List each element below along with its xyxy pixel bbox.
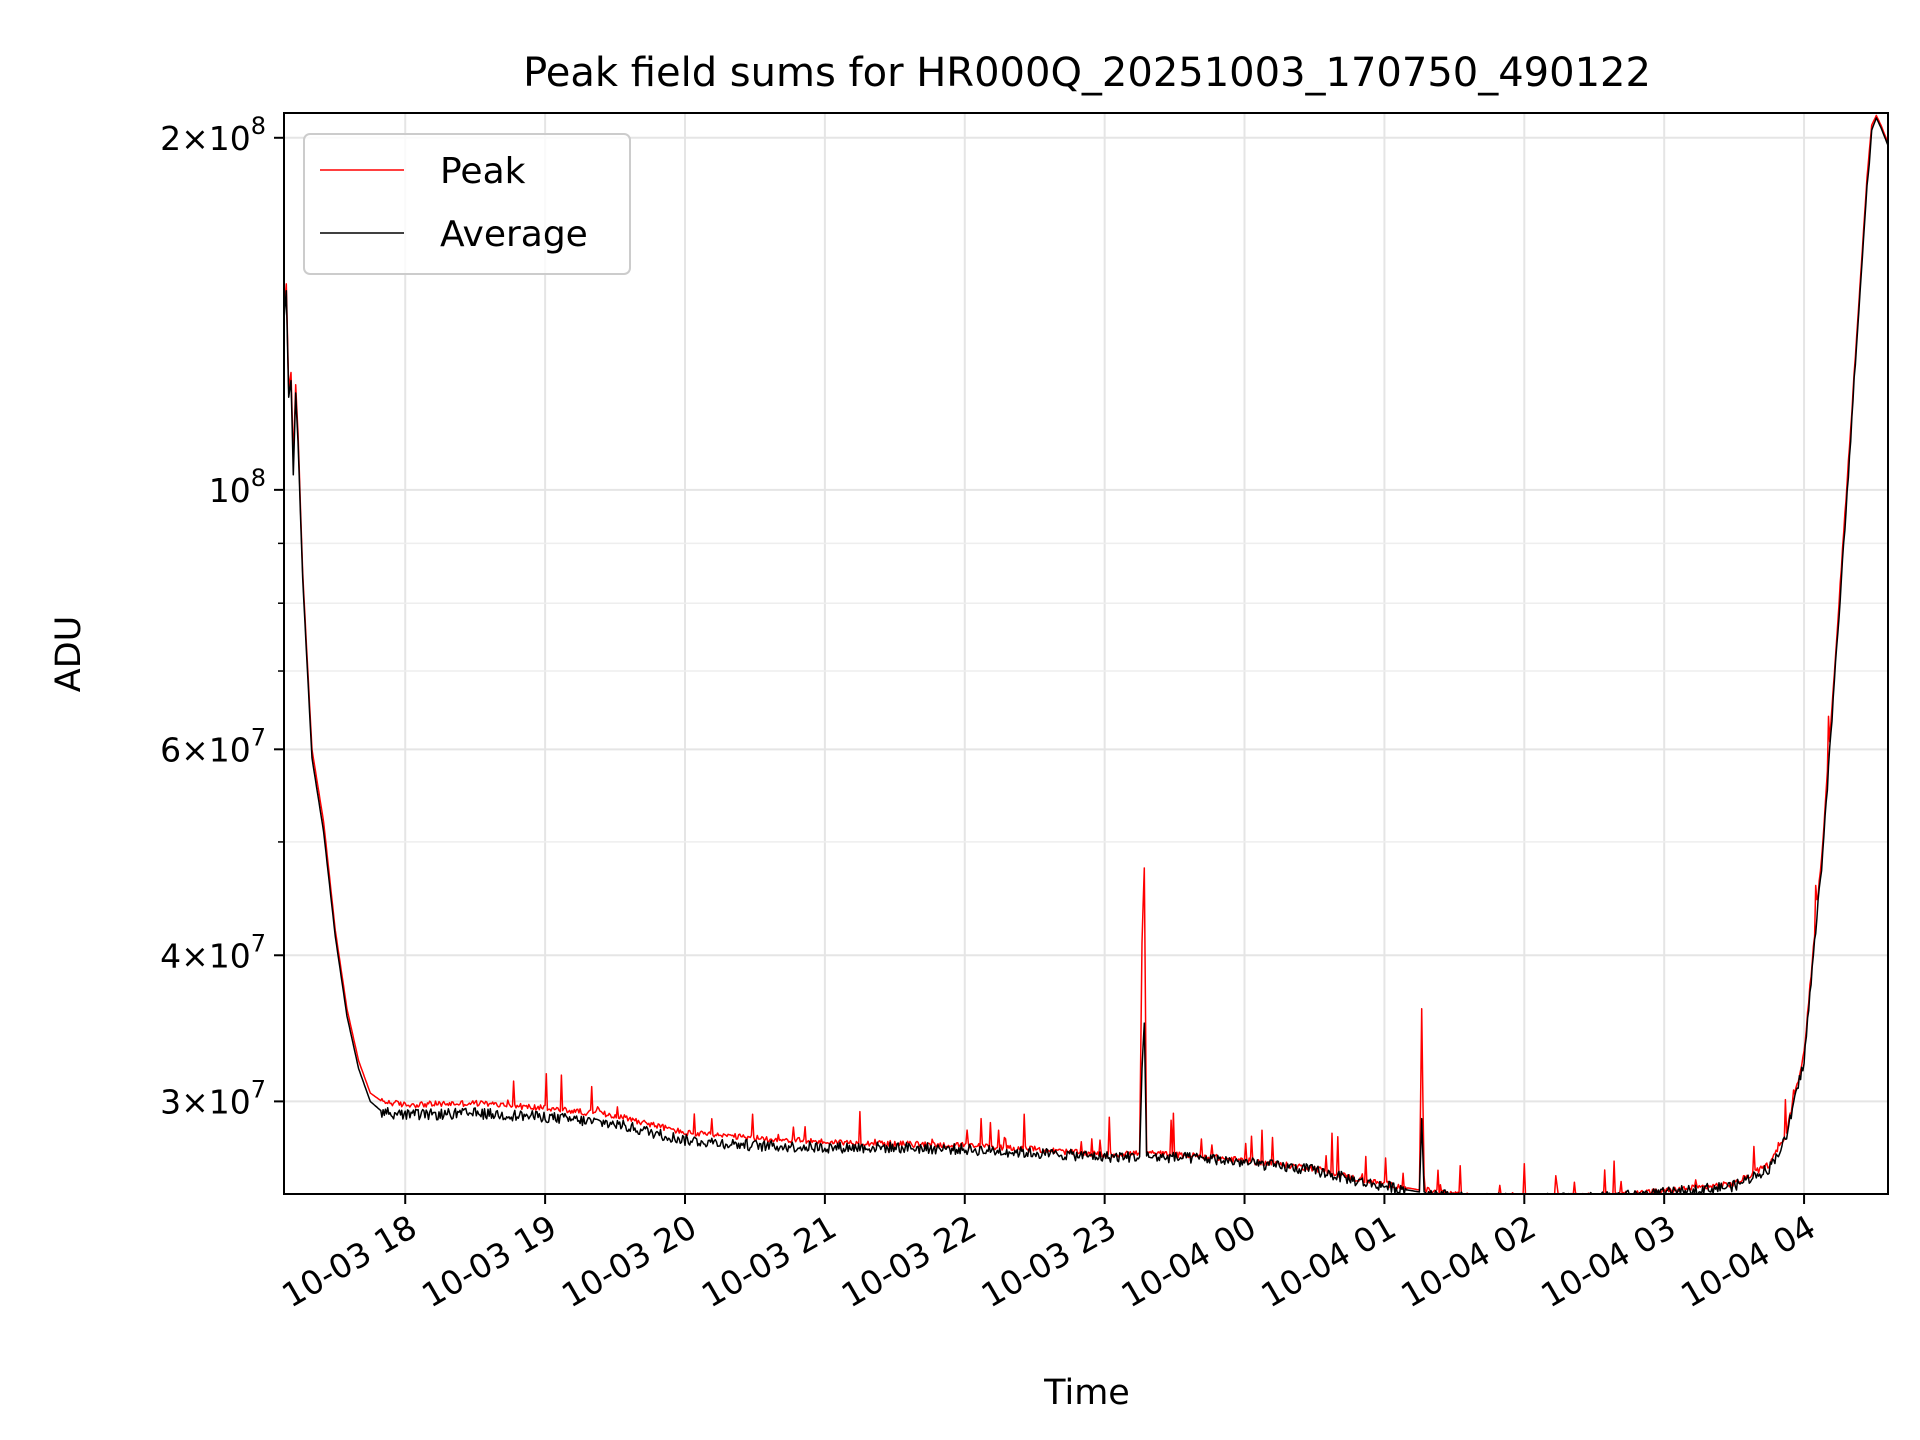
- y-tick-mantissa: 3: [160, 1082, 181, 1121]
- y-tick-base: 10: [209, 471, 251, 510]
- legend-box: [303, 133, 631, 275]
- y-tick-base: 10: [209, 730, 251, 769]
- y-tick-times: ×: [181, 730, 209, 769]
- x-axis-label: Time: [1043, 1373, 1130, 1413]
- y-axis-label: ADU: [49, 616, 89, 693]
- y-tick-label: 108: [209, 464, 266, 510]
- legend: Peak Average: [303, 133, 631, 275]
- y-tick-label: 6×107: [160, 723, 266, 769]
- y-tick-exponent: 7: [251, 1075, 266, 1103]
- y-tick-exponent: 7: [251, 723, 266, 751]
- y-tick-times: ×: [181, 119, 209, 158]
- y-tick-exponent: 8: [251, 464, 266, 492]
- y-tick-base: 10: [209, 119, 251, 158]
- y-tick-label: 3×107: [160, 1075, 266, 1121]
- y-tick-mantissa: 6: [160, 730, 181, 769]
- y-tick-times: ×: [181, 936, 209, 975]
- y-tick-label: 2×108: [160, 112, 266, 158]
- y-tick-exponent: 7: [251, 929, 266, 957]
- y-tick-label: 4×107: [160, 929, 266, 975]
- y-tick-times: ×: [181, 1082, 209, 1121]
- chart-title: Peak field sums for HR000Q_20251003_1707…: [523, 50, 1651, 96]
- y-tick-base: 10: [209, 936, 251, 975]
- y-tick-base: 10: [209, 1082, 251, 1121]
- legend-peak-label: Peak: [440, 151, 526, 192]
- series-line-peak: [283, 114, 1889, 1195]
- grid-lines: [284, 113, 1888, 1194]
- legend-average-label: Average: [440, 214, 588, 255]
- y-tick-mantissa: 2: [160, 119, 181, 158]
- y-tick-mantissa: 4: [160, 936, 181, 975]
- plot-frame: [283, 112, 1889, 1195]
- y-tick-exponent: 8: [251, 112, 266, 140]
